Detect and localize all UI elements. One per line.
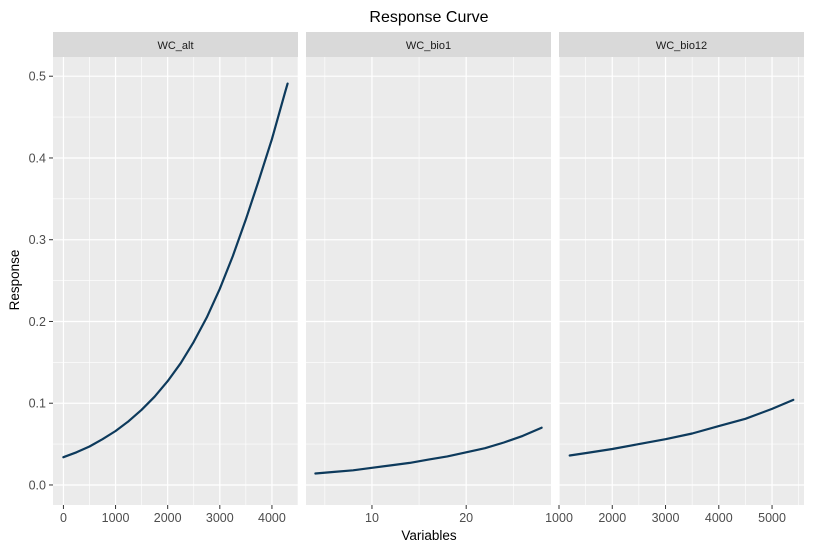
facet-panel-wc-bio1: WC_bio1 10 20 [306,32,551,525]
y-tick-label: 0.3 [29,233,46,247]
x-tick-label: 3000 [652,511,680,525]
x-tick-label: 0 [60,511,67,525]
y-tick-label: 0.0 [29,478,46,492]
panel-background [306,57,551,505]
x-axis-title: Variables [401,528,457,543]
chart-title: Response Curve [369,9,488,26]
strip-header [306,32,551,57]
facet-panel-wc-bio12: WC_bio12 1000 2000 3000 4000 5000 [545,32,804,525]
strip-header [559,32,804,57]
response-line [568,398,795,457]
y-tick-label: 0.5 [29,70,46,84]
strip-label: WC_bio1 [406,40,451,52]
panel-background [53,57,298,505]
y-axis: 0.0 0.1 0.2 0.3 0.4 0.5 [29,70,53,492]
strip-header [53,32,298,57]
strip-label: WC_bio12 [656,40,707,52]
x-tick-label: 3000 [206,511,234,525]
strip-label: WC_alt [157,40,193,52]
x-tick-label: 20 [459,511,473,525]
y-tick-label: 0.4 [29,151,46,165]
x-tick-label: 4000 [258,511,286,525]
y-tick-label: 0.1 [29,397,46,411]
x-tick-label: 1000 [102,511,130,525]
x-tick-label: 1000 [545,511,573,525]
x-tick-label: 10 [365,511,379,525]
response-line [314,426,543,475]
panel-background [559,57,804,505]
y-axis-title: Response [7,250,22,311]
facet-panel-wc-alt: WC_alt 0 1000 2000 3000 4000 [53,32,299,525]
y-tick-label: 0.2 [29,315,46,329]
x-tick-label: 2000 [154,511,182,525]
x-tick-label: 4000 [705,511,733,525]
response-line [62,82,289,459]
x-tick-label: 2000 [598,511,626,525]
x-tick-label: 5000 [758,511,786,525]
